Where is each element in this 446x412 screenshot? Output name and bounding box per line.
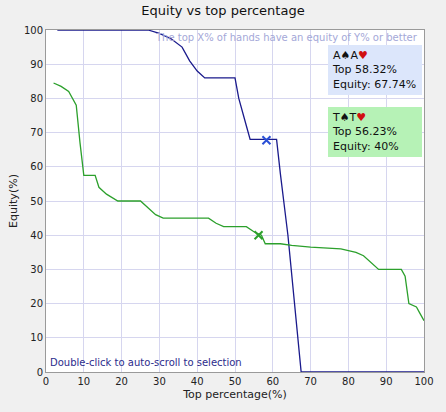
- svg-text:10: 10: [30, 332, 43, 343]
- svg-text:70: 70: [30, 127, 43, 138]
- svg-text:90: 90: [380, 376, 393, 387]
- svg-text:30: 30: [30, 264, 43, 275]
- svg-text:10: 10: [77, 376, 90, 387]
- svg-text:A♠A♥Top 58.32%Equity: 67.74%: A♠A♥Top 58.32%Equity: 67.74%: [332, 49, 416, 91]
- svg-text:60: 60: [266, 376, 279, 387]
- svg-text:0: 0: [37, 367, 43, 378]
- svg-text:100: 100: [24, 25, 43, 36]
- svg-text:30: 30: [153, 376, 166, 387]
- svg-text:70: 70: [304, 376, 317, 387]
- svg-text:80: 80: [342, 376, 355, 387]
- svg-text:60: 60: [30, 161, 43, 172]
- svg-text:50: 50: [30, 196, 43, 207]
- svg-text:20: 20: [30, 298, 43, 309]
- svg-text:T♠T♥Top 56.23%Equity: 40%: T♠T♥Top 56.23%Equity: 40%: [332, 111, 399, 153]
- svg-text:Equity(%): Equity(%): [7, 174, 20, 228]
- svg-text:20: 20: [115, 376, 128, 387]
- svg-text:90: 90: [30, 59, 43, 70]
- svg-text:100: 100: [414, 376, 433, 387]
- svg-text:0: 0: [43, 376, 49, 387]
- svg-text:50: 50: [229, 376, 242, 387]
- svg-text:40: 40: [30, 230, 43, 241]
- svg-text:40: 40: [191, 376, 204, 387]
- svg-text:Double-click to auto-scroll to: Double-click to auto-scroll to selection: [50, 357, 242, 368]
- svg-text:80: 80: [30, 93, 43, 104]
- svg-text:Top percentage(%): Top percentage(%): [182, 388, 287, 401]
- svg-text:The top X% of hands have an eq: The top X% of hands have an equity of Y%…: [155, 32, 418, 43]
- svg-text:Equity vs top percentage: Equity vs top percentage: [141, 3, 304, 18]
